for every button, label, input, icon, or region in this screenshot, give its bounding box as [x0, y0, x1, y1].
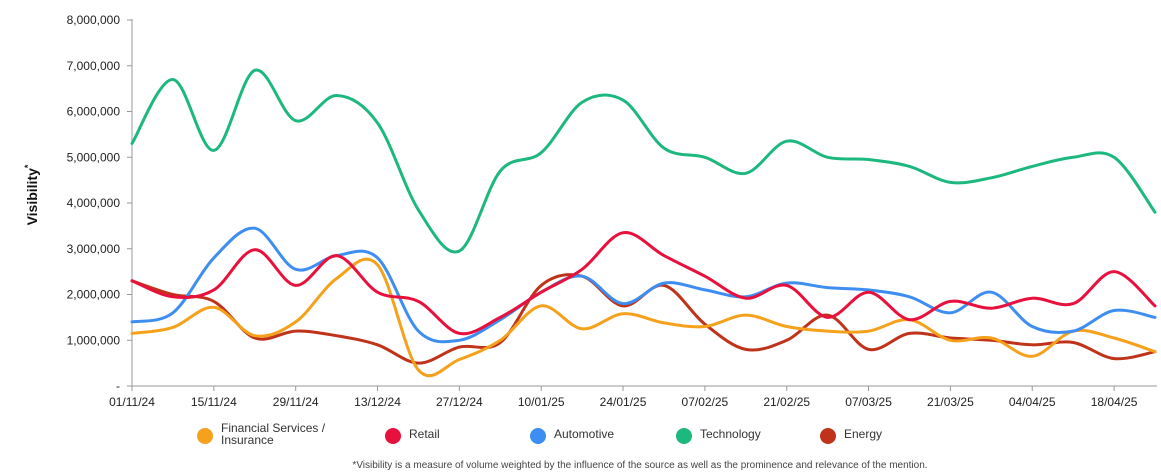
legend-marker	[385, 428, 401, 444]
legend-item-technology: Technology	[676, 427, 761, 444]
series-line-financial-services-insurance	[130, 257, 1157, 378]
y-tick-label: -	[116, 379, 120, 393]
legend-marker	[530, 428, 546, 444]
legend-label: Energy	[844, 427, 882, 441]
x-tick-label: 18/04/25	[1091, 395, 1138, 409]
y-tick-label: 3,000,000	[67, 242, 121, 256]
legend-marker	[676, 428, 692, 444]
x-tick-label: 01/11/24	[109, 395, 155, 409]
x-tick-label: 13/12/24	[354, 395, 401, 409]
legend: Financial Services /Insurance Retail Autom…	[197, 421, 882, 447]
y-tick-label: 4,000,000	[67, 196, 121, 210]
series-line-retail	[130, 231, 1157, 336]
x-tick-label: 07/02/25	[682, 395, 729, 409]
x-tick-label: 21/02/25	[763, 395, 810, 409]
x-tick-label: 15/11/24	[191, 395, 237, 409]
x-tick-label: 27/12/24	[436, 395, 483, 409]
y-axis-label: Visibility*	[23, 164, 40, 225]
x-tick-label: 24/01/25	[600, 395, 647, 409]
y-tick-label: 2,000,000	[67, 288, 121, 302]
legend-item-energy: Energy	[820, 427, 882, 444]
y-axis-title: Visibility*	[23, 164, 40, 225]
x-tick-label: 21/03/25	[927, 395, 974, 409]
x-tick-label: 29/11/24	[273, 395, 319, 409]
legend-label: Technology	[700, 427, 761, 441]
y-axis-title-sup: *	[23, 164, 33, 168]
legend-item-financial-services-insurance: Financial Services /Insurance	[197, 421, 326, 447]
legend-item-retail: Retail	[385, 427, 440, 444]
legend-label: Retail	[409, 427, 440, 441]
x-tick-label: 10/01/25	[518, 395, 565, 409]
legend-item-automotive: Automotive	[530, 427, 614, 444]
y-tick-label: 1,000,000	[67, 333, 121, 347]
series-lines	[130, 68, 1157, 378]
x-axis: 01/11/24 15/11/24 29/11/24 13/12/24 27/12/24…	[109, 385, 1157, 409]
footnote: *Visibility is a measure of volume weigh…	[352, 460, 927, 471]
y-tick-label: 6,000,000	[67, 105, 121, 119]
x-tick-label: 07/03/25	[845, 395, 892, 409]
legend-label: Insurance	[221, 433, 274, 447]
series-line-automotive	[130, 226, 1157, 344]
y-tick-label: 8,000,000	[67, 13, 121, 27]
legend-marker	[820, 428, 836, 444]
y-tick-label: 7,000,000	[67, 59, 121, 73]
y-tick-label: 5,000,000	[67, 150, 121, 164]
x-tick-label: 04/04/25	[1009, 395, 1056, 409]
series-line-technology	[130, 68, 1157, 254]
legend-marker	[197, 428, 213, 444]
legend-label: Financial Services /	[221, 421, 326, 435]
legend-label: Automotive	[554, 427, 614, 441]
series-line-energy	[130, 273, 1157, 365]
y-axis: - 1,000,000 2,000,000 3,000,000 4,000,000 5,0…	[67, 13, 133, 393]
